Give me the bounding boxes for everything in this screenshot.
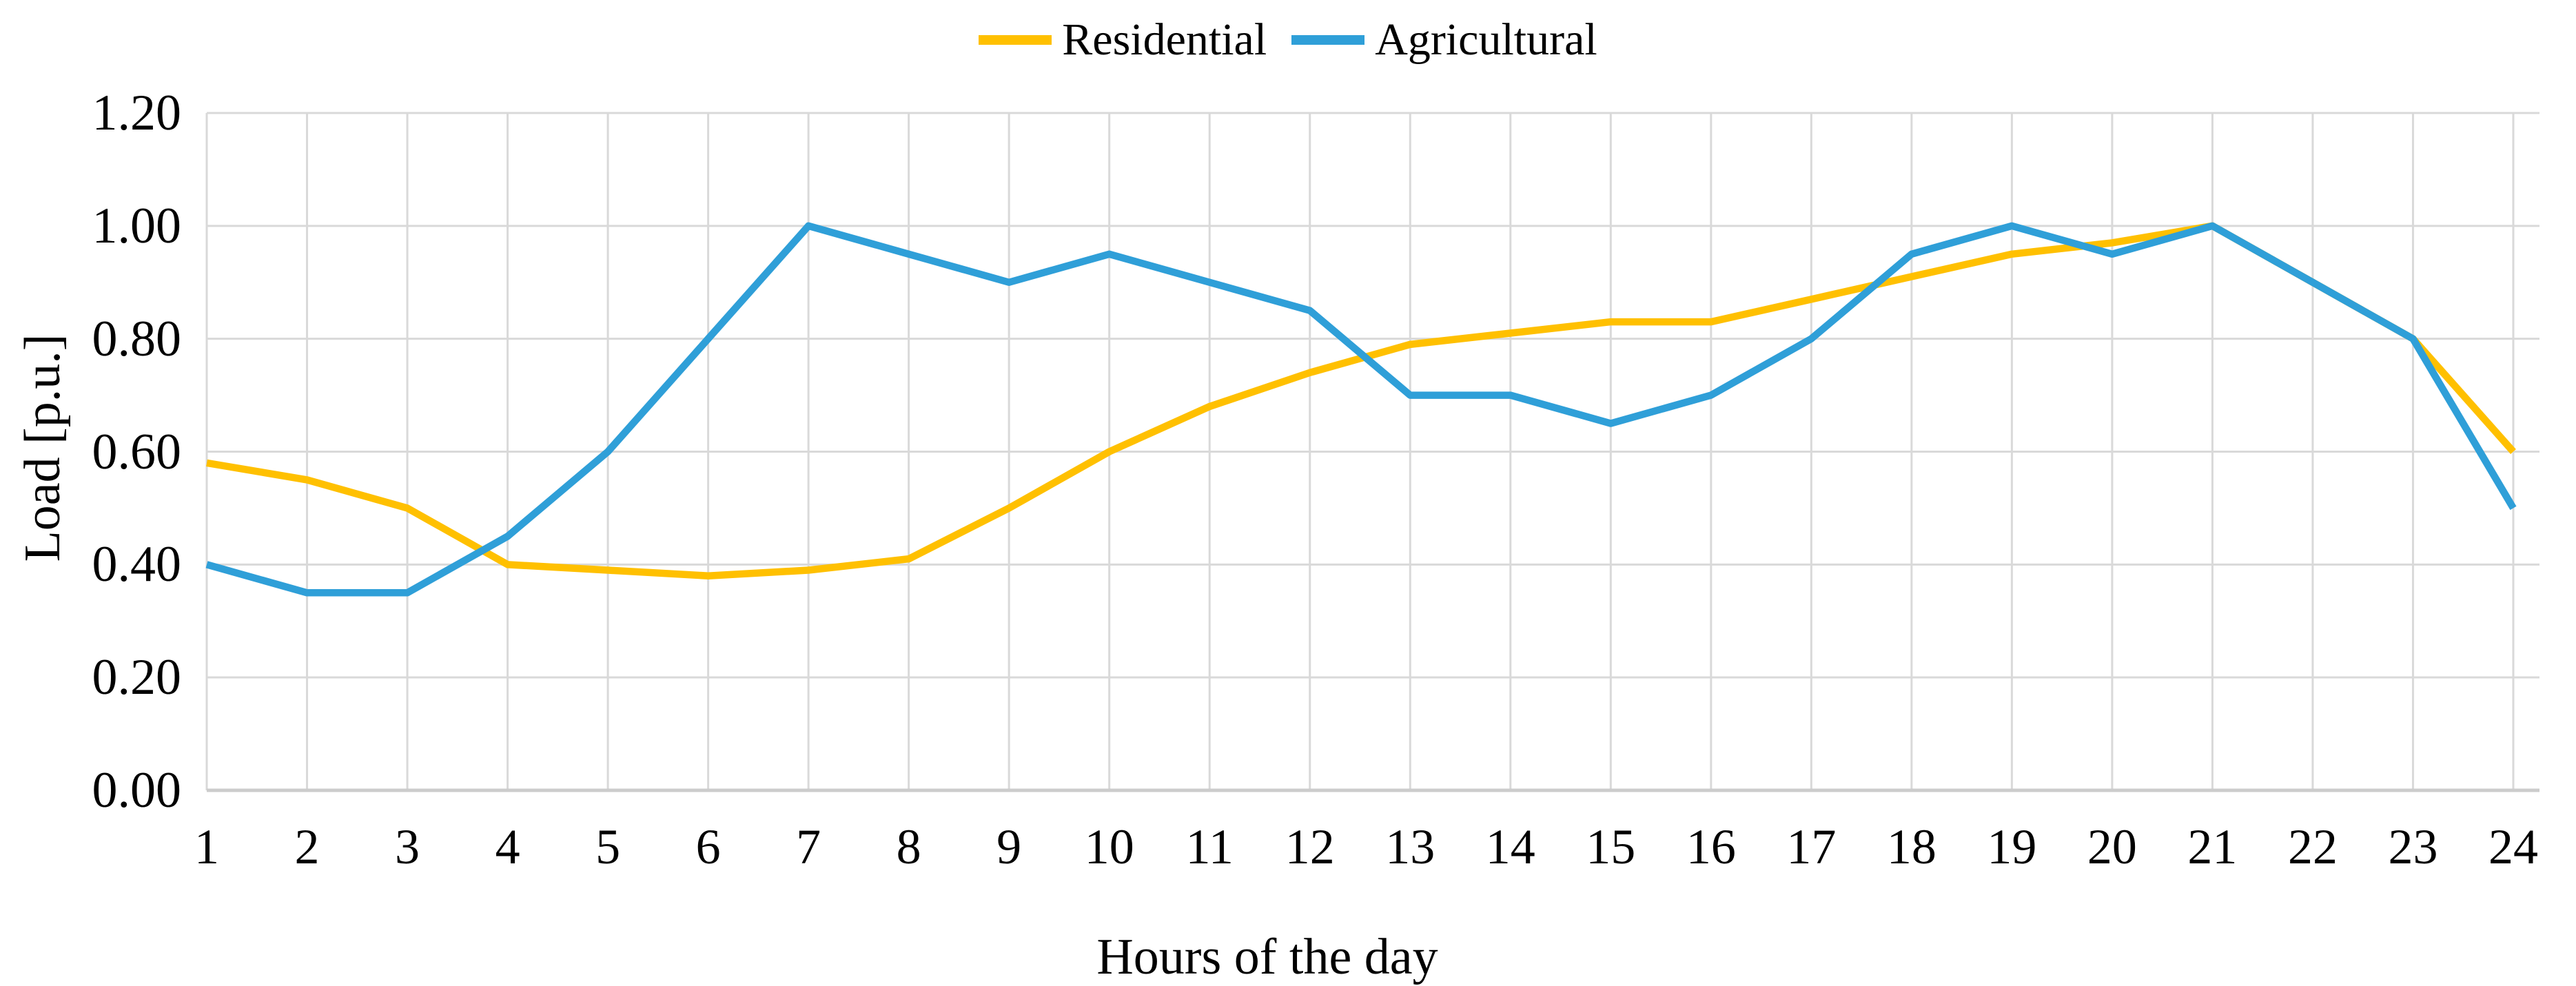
x-axis-title: Hours of the day	[1096, 929, 1438, 985]
x-tick-label: 14	[1485, 819, 1535, 874]
x-tick-label: 6	[695, 819, 721, 874]
y-tick-label: 0.60	[92, 423, 182, 480]
legend-swatch-agricultural-icon	[1291, 35, 1365, 45]
x-tick-label: 8	[896, 819, 921, 874]
x-tick-label: 18	[1886, 819, 1936, 874]
x-tick-label: 22	[2287, 819, 2338, 874]
x-tick-label: 5	[595, 819, 621, 874]
x-tick-label: 17	[1786, 819, 1837, 874]
legend-item-agricultural[interactable]: Agricultural	[1291, 17, 1597, 63]
x-tick-label: 24	[2488, 819, 2538, 874]
y-tick-label: 0.40	[92, 536, 182, 593]
x-tick-label: 2	[294, 819, 320, 874]
x-tick-label: 19	[1987, 819, 2037, 874]
legend-label-residential: Residential	[1062, 14, 1267, 65]
series-line-agricultural[interactable]	[205, 222, 2517, 597]
y-tick-label: 0.00	[92, 762, 182, 819]
series-line-residential[interactable]	[206, 222, 2516, 579]
x-tick-label: 13	[1385, 819, 1435, 874]
x-tick-label: 23	[2388, 819, 2438, 874]
x-tick-label: 20	[2087, 819, 2137, 874]
x-tick-label: 15	[1586, 819, 1636, 874]
y-tick-label: 1.20	[92, 85, 182, 141]
y-tick-label: 0.80	[92, 310, 182, 367]
x-tick-label: 16	[1686, 819, 1736, 874]
x-tick-label: 9	[996, 819, 1022, 874]
y-tick-label: 1.00	[92, 197, 182, 254]
legend-label-agricultural: Agricultural	[1375, 14, 1597, 65]
x-tick-label: 21	[2187, 819, 2238, 874]
legend: Residential Agricultural	[0, 11, 2576, 69]
x-tick-label: 10	[1084, 819, 1134, 874]
x-tick-label: 3	[395, 819, 420, 874]
legend-item-residential[interactable]: Residential	[979, 17, 1267, 63]
x-tick-label: 4	[495, 819, 520, 874]
legend-swatch-residential-icon	[979, 35, 1052, 45]
y-axis-title: Load [p.u.]	[14, 333, 71, 562]
x-tick-label: 12	[1285, 819, 1335, 874]
x-tick-label: 11	[1185, 819, 1234, 874]
x-tick-label: 7	[796, 819, 821, 874]
y-tick-label: 0.20	[92, 649, 182, 706]
x-tick-label: 1	[194, 819, 219, 874]
